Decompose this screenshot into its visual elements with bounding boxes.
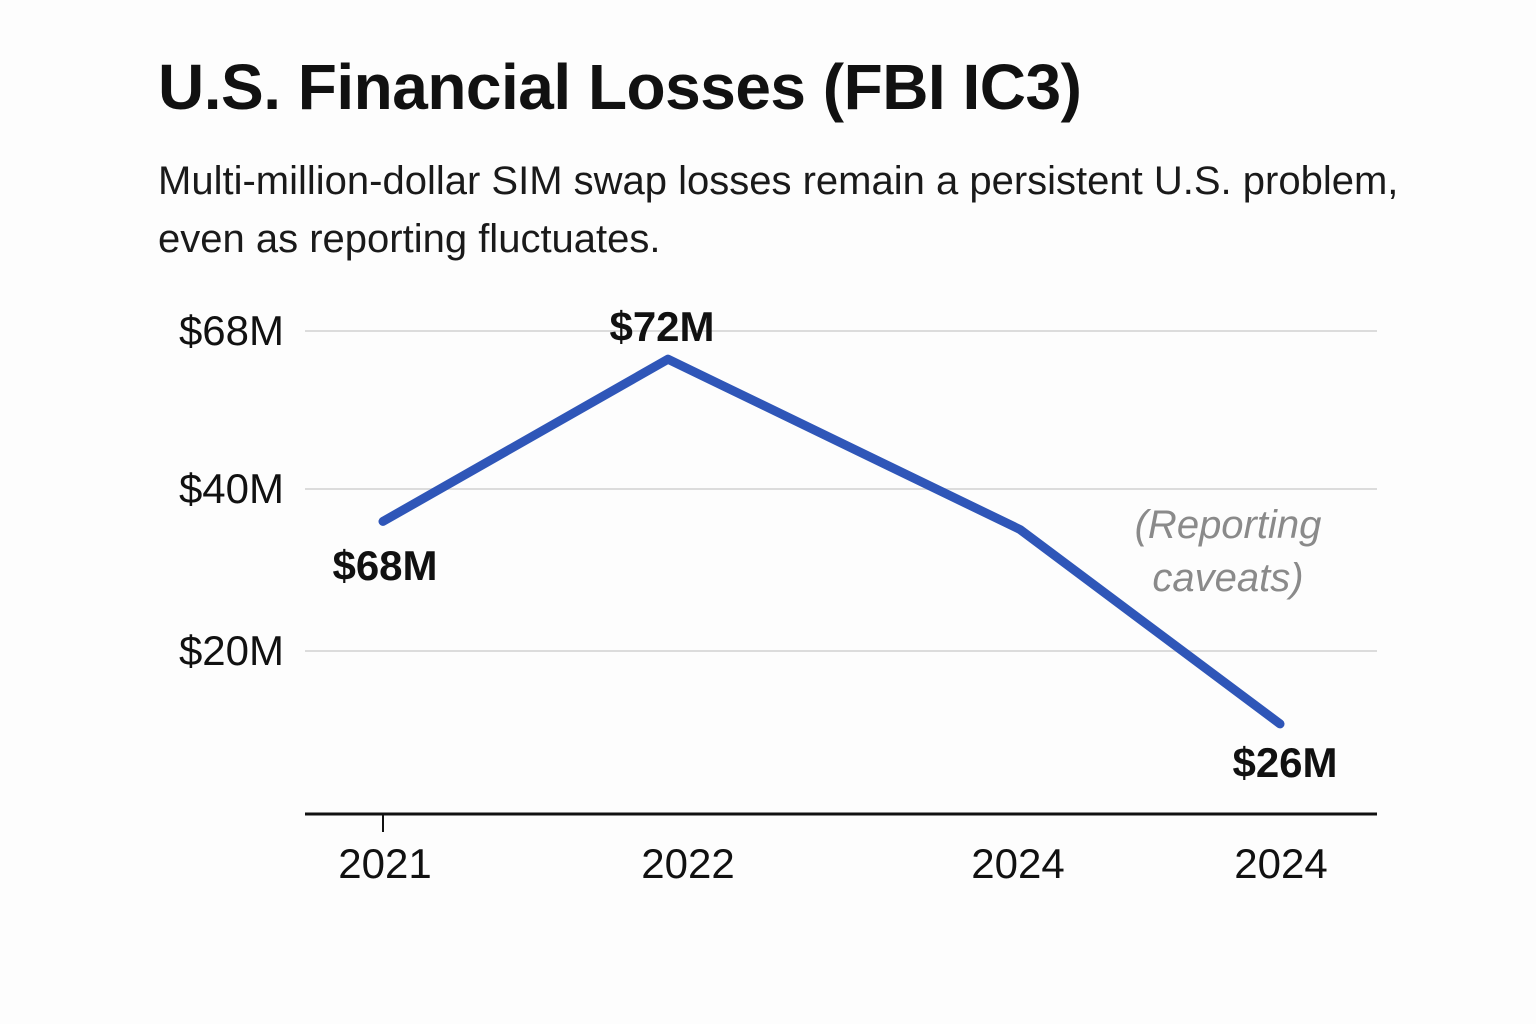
annotation-text: caveats) [1152,556,1303,600]
y-tick-label: $68M [179,307,284,354]
annotation-text: (Reporting [1135,503,1322,547]
x-tick-label: 2024 [971,840,1064,887]
data-label: $72M [609,303,714,350]
chart-subtitle: Multi-million-dollar SIM swap losses rem… [158,159,1399,261]
data-line [378,354,1285,729]
y-tick-label: $20M [179,627,284,674]
x-tick-label: 2022 [641,840,734,887]
data-label: $68M [332,542,437,589]
y-tick-label: $40M [179,465,284,512]
x-tick-label: 2024 [1234,840,1327,887]
x-tick-label: 2021 [338,840,431,887]
chart-title: U.S. Financial Losses (FBI IC3) [158,51,1082,123]
data-label: $26M [1232,739,1337,786]
